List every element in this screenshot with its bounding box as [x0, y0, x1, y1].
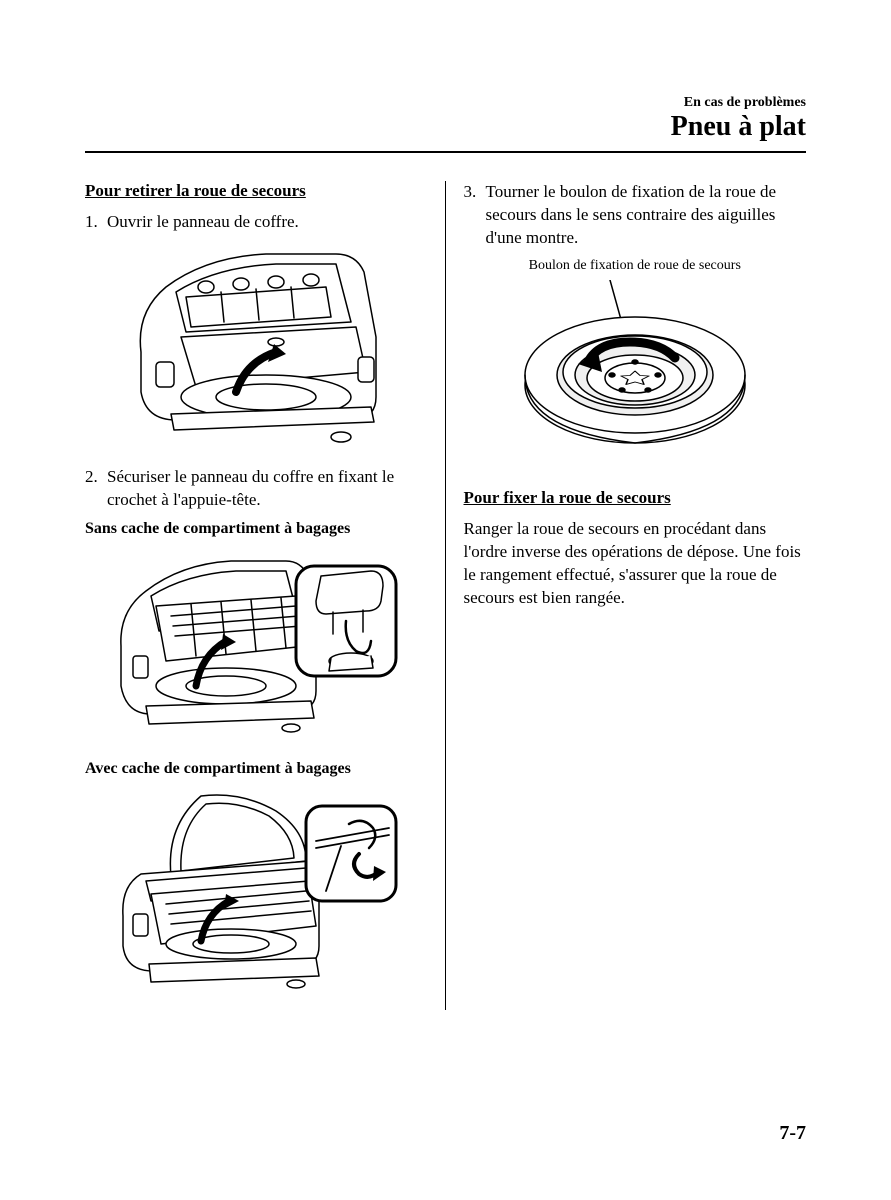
page-number: 7-7: [779, 1122, 806, 1145]
step-3: 3. Tourner le boulon de fixation de la r…: [464, 181, 807, 250]
step-1-number: 1.: [85, 211, 107, 234]
tire-bolt-caption: Boulon de fixation de roue de secours: [464, 258, 807, 274]
header-category: En cas de problèmes: [85, 95, 806, 111]
step-2-number: 2.: [85, 466, 107, 512]
figure-avec-cache: [85, 786, 427, 996]
page-header: En cas de problèmes Pneu à plat: [85, 95, 806, 143]
subheading-sans-cache: Sans cache de compartiment à bagages: [85, 520, 427, 538]
step-3-number: 3.: [464, 181, 486, 250]
right-column: 3. Tourner le boulon de fixation de la r…: [446, 181, 807, 1010]
step-2: 2. Sécuriser le panneau du coffre en fix…: [85, 466, 427, 512]
content-columns: Pour retirer la roue de secours 1. Ouvri…: [85, 181, 806, 1010]
fix-wheel-heading: Pour fixer la roue de secours: [464, 488, 807, 508]
header-rule: [85, 151, 806, 153]
figure-trunk-open: [85, 242, 427, 452]
figure-spare-tire: [464, 280, 807, 470]
step-2-text: Sécuriser le panneau du coffre en fixant…: [107, 466, 427, 512]
figure-sans-cache: [85, 546, 427, 746]
step-1-text: Ouvrir le panneau de coffre.: [107, 211, 427, 234]
left-column: Pour retirer la roue de secours 1. Ouvri…: [85, 181, 446, 1010]
step-3-text: Tourner le boulon de fixation de la roue…: [486, 181, 807, 250]
header-title: Pneu à plat: [85, 111, 806, 143]
step-1: 1. Ouvrir le panneau de coffre.: [85, 211, 427, 234]
subheading-avec-cache: Avec cache de compartiment à bagages: [85, 760, 427, 778]
remove-wheel-heading: Pour retirer la roue de secours: [85, 181, 427, 201]
fix-wheel-body: Ranger la roue de secours en procédant d…: [464, 518, 807, 610]
